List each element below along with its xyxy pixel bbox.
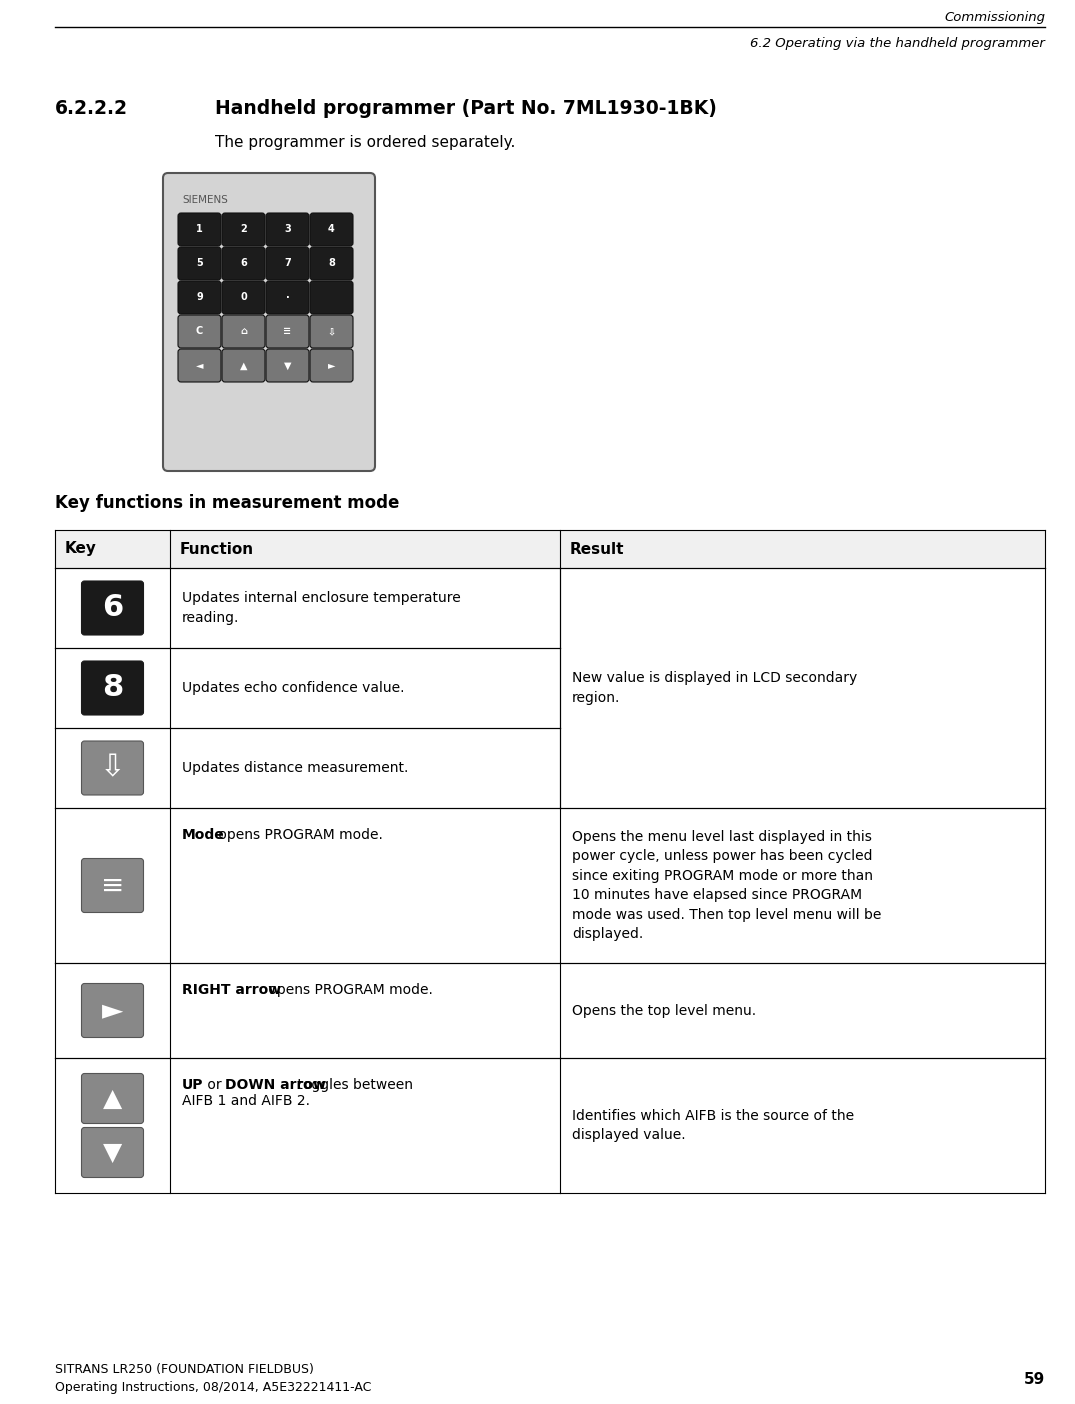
- Bar: [55, 807, 1045, 963]
- Text: Updates internal enclosure temperature
reading.: Updates internal enclosure temperature r…: [182, 591, 461, 625]
- Text: ⇩: ⇩: [328, 327, 335, 337]
- FancyBboxPatch shape: [223, 213, 266, 246]
- Text: 5: 5: [196, 258, 203, 268]
- Text: 7: 7: [284, 258, 291, 268]
- FancyBboxPatch shape: [178, 314, 221, 348]
- Text: opens PROGRAM mode.: opens PROGRAM mode.: [264, 983, 433, 997]
- Text: or: or: [203, 1078, 226, 1092]
- FancyBboxPatch shape: [82, 858, 143, 913]
- FancyBboxPatch shape: [310, 281, 353, 314]
- Text: ≡: ≡: [101, 872, 124, 900]
- FancyBboxPatch shape: [266, 350, 309, 382]
- FancyBboxPatch shape: [82, 1074, 143, 1123]
- Bar: [55, 729, 1045, 807]
- Text: The programmer is ordered separately.: The programmer is ordered separately.: [215, 136, 515, 150]
- Text: Updates distance measurement.: Updates distance measurement.: [182, 761, 408, 775]
- Text: Handheld programmer (Part No. 7ML1930-1BK): Handheld programmer (Part No. 7ML1930-1B…: [215, 98, 717, 118]
- Text: ⇩: ⇩: [100, 754, 126, 782]
- Text: Mode: Mode: [182, 828, 225, 842]
- Text: 59: 59: [1023, 1372, 1045, 1387]
- FancyBboxPatch shape: [82, 983, 143, 1038]
- FancyBboxPatch shape: [82, 661, 143, 715]
- FancyBboxPatch shape: [82, 741, 143, 795]
- FancyBboxPatch shape: [223, 350, 266, 382]
- Text: Opens the menu level last displayed in this
power cycle, unless power has been c: Opens the menu level last displayed in t…: [572, 830, 881, 941]
- Text: RIGHT arrow: RIGHT arrow: [182, 983, 282, 997]
- FancyBboxPatch shape: [266, 314, 309, 348]
- Text: SIEMENS: SIEMENS: [182, 195, 228, 205]
- Text: 8: 8: [102, 674, 124, 702]
- Text: ⌂: ⌂: [240, 327, 247, 337]
- Bar: [55, 649, 1045, 729]
- Text: 3: 3: [284, 225, 291, 234]
- Text: ≡: ≡: [284, 327, 291, 337]
- Text: 6: 6: [240, 258, 247, 268]
- Text: Operating Instructions, 08/2014, A5E32221411-AC: Operating Instructions, 08/2014, A5E3222…: [55, 1382, 371, 1394]
- FancyBboxPatch shape: [163, 173, 375, 470]
- Text: 6: 6: [102, 594, 124, 622]
- FancyBboxPatch shape: [223, 314, 266, 348]
- Text: Key: Key: [64, 542, 97, 556]
- Bar: [55, 963, 1045, 1059]
- Text: Updates echo confidence value.: Updates echo confidence value.: [182, 681, 404, 695]
- Text: 0: 0: [240, 292, 247, 302]
- FancyBboxPatch shape: [178, 247, 221, 279]
- FancyBboxPatch shape: [178, 213, 221, 246]
- Text: Key functions in measurement mode: Key functions in measurement mode: [55, 494, 400, 512]
- Text: DOWN arrow: DOWN arrow: [225, 1078, 326, 1092]
- Text: toggles between: toggles between: [293, 1078, 413, 1092]
- Text: New value is displayed in LCD secondary
region.: New value is displayed in LCD secondary …: [572, 671, 857, 705]
- Text: Commissioning: Commissioning: [944, 10, 1045, 24]
- Text: UP: UP: [182, 1078, 203, 1092]
- Text: AIFB 1 and AIFB 2.: AIFB 1 and AIFB 2.: [182, 1094, 310, 1108]
- Bar: [55, 569, 1045, 649]
- Bar: [55, 1059, 1045, 1193]
- Text: 9: 9: [196, 292, 203, 302]
- FancyBboxPatch shape: [310, 350, 353, 382]
- FancyBboxPatch shape: [310, 213, 353, 246]
- Text: ▼: ▼: [103, 1140, 123, 1164]
- Text: ▲: ▲: [103, 1087, 123, 1111]
- Text: ·: ·: [286, 292, 289, 302]
- Text: C: C: [196, 327, 203, 337]
- FancyBboxPatch shape: [266, 213, 309, 246]
- Text: 1: 1: [196, 225, 203, 234]
- Text: Function: Function: [180, 542, 254, 556]
- Text: ▼: ▼: [284, 361, 291, 371]
- Text: 2: 2: [240, 225, 247, 234]
- Bar: [55, 529, 1045, 569]
- Text: opens PROGRAM mode.: opens PROGRAM mode.: [214, 828, 383, 842]
- FancyBboxPatch shape: [223, 247, 266, 279]
- FancyBboxPatch shape: [266, 281, 309, 314]
- Text: Opens the top level menu.: Opens the top level menu.: [572, 1004, 756, 1018]
- Text: 4: 4: [328, 225, 335, 234]
- Text: Identifies which AIFB is the source of the
displayed value.: Identifies which AIFB is the source of t…: [572, 1109, 855, 1143]
- Text: 6.2.2.2: 6.2.2.2: [55, 98, 128, 118]
- FancyBboxPatch shape: [223, 281, 266, 314]
- FancyBboxPatch shape: [178, 281, 221, 314]
- Text: 6.2 Operating via the handheld programmer: 6.2 Operating via the handheld programme…: [750, 37, 1045, 49]
- Text: ►: ►: [102, 997, 124, 1025]
- Text: SITRANS LR250 (FOUNDATION FIELDBUS): SITRANS LR250 (FOUNDATION FIELDBUS): [55, 1363, 314, 1376]
- Text: Result: Result: [570, 542, 625, 556]
- FancyBboxPatch shape: [266, 247, 309, 279]
- Text: 8: 8: [328, 258, 335, 268]
- FancyBboxPatch shape: [310, 247, 353, 279]
- FancyBboxPatch shape: [310, 314, 353, 348]
- Text: ◄: ◄: [196, 361, 203, 371]
- Text: ►: ►: [328, 361, 335, 371]
- FancyBboxPatch shape: [82, 581, 143, 635]
- Text: ▲: ▲: [240, 361, 247, 371]
- FancyBboxPatch shape: [178, 350, 221, 382]
- FancyBboxPatch shape: [82, 1127, 143, 1178]
